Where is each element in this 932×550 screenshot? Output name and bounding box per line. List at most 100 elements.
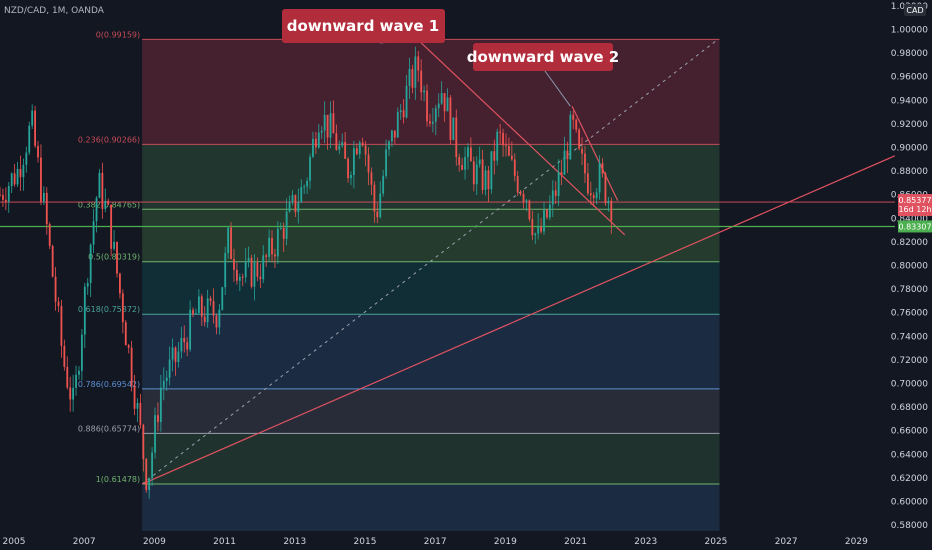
horizontal-level-tag xyxy=(898,220,932,233)
x-tick-label: 2007 xyxy=(73,537,96,547)
candle-body xyxy=(385,149,387,176)
currency-badge[interactable] xyxy=(904,4,926,16)
candle-body xyxy=(236,269,238,281)
candle-body xyxy=(256,262,259,277)
candle-body xyxy=(367,154,370,173)
candle-body xyxy=(104,200,107,209)
callout-pointer xyxy=(544,70,571,107)
candle-body xyxy=(525,200,528,202)
downward-wave-2-line[interactable] xyxy=(571,105,619,201)
candle-body xyxy=(95,197,98,222)
candle-body xyxy=(399,110,402,113)
x-tick-label: 2009 xyxy=(143,537,166,547)
candle-body xyxy=(195,313,197,315)
candle-body xyxy=(584,153,586,174)
candle-body xyxy=(80,334,83,371)
candle-body xyxy=(604,173,607,204)
candle-body xyxy=(171,347,174,360)
candle-body xyxy=(63,345,66,367)
candle-body xyxy=(443,93,446,112)
candle-body xyxy=(303,186,306,188)
candle-body xyxy=(151,452,153,479)
candle-body xyxy=(528,200,531,220)
candle-body xyxy=(130,347,133,386)
candle-body xyxy=(101,172,104,209)
candle-body xyxy=(560,172,563,175)
y-tick-label: 0.92000 xyxy=(891,120,928,130)
x-tick-label: 2023 xyxy=(634,537,657,547)
candle-body xyxy=(13,173,16,185)
candlestick-series xyxy=(0,46,613,499)
candle-body xyxy=(180,337,183,352)
candle-body xyxy=(469,147,472,162)
candle-body xyxy=(274,254,276,257)
fib-level-label: 0.886(0.65774) xyxy=(78,424,140,433)
candle-body xyxy=(0,194,1,196)
candle-body xyxy=(200,296,203,317)
rising-support-line[interactable] xyxy=(141,155,896,485)
fib-level-label: 0.786(0.69542) xyxy=(78,380,140,389)
candle-body xyxy=(168,359,171,378)
candle-body xyxy=(136,402,139,409)
candle-body xyxy=(370,172,373,185)
candle-body xyxy=(396,112,399,138)
candle-body xyxy=(16,168,19,185)
price-axis-background xyxy=(895,0,932,550)
candle-body xyxy=(344,141,347,159)
candle-body xyxy=(288,201,291,212)
x-tick-label: 2011 xyxy=(213,537,236,547)
candle-body xyxy=(317,132,320,148)
candle-body xyxy=(75,374,77,388)
trendlines[interactable] xyxy=(0,39,896,485)
y-tick-label: 0.64000 xyxy=(891,450,928,460)
candle-body xyxy=(522,193,525,202)
candle-body xyxy=(197,296,200,314)
candle-body xyxy=(540,226,543,232)
fib-band xyxy=(142,209,720,262)
candle-body xyxy=(329,113,332,138)
candle-body xyxy=(557,172,560,196)
candle-body xyxy=(306,180,309,187)
candle-body xyxy=(589,193,592,196)
candle-body xyxy=(154,415,156,453)
annotation-downward-wave-2[interactable]: downward wave 2 xyxy=(467,43,620,71)
candle-body xyxy=(554,190,557,196)
fib-level-label: 0.382(0.84765) xyxy=(78,200,140,209)
x-tick-label: 2013 xyxy=(283,537,306,547)
candle-body xyxy=(440,93,443,104)
candle-body xyxy=(534,233,537,236)
candle-body xyxy=(148,478,151,491)
y-tick-label: 0.66000 xyxy=(891,427,928,437)
candle-body xyxy=(51,245,54,277)
candle-body xyxy=(57,301,60,307)
x-tick-label: 2029 xyxy=(845,537,868,547)
annotation-downward-wave-1[interactable]: downward wave 1 xyxy=(282,9,445,43)
candle-body xyxy=(379,193,382,218)
candle-body xyxy=(121,293,124,323)
horizontal-level-value: 0.83307 xyxy=(898,222,931,231)
candle-body xyxy=(78,370,80,375)
fib-trend-dashed-line[interactable] xyxy=(141,39,719,485)
fib-level-label: 0.5(0.80319) xyxy=(88,253,140,262)
candle-body xyxy=(127,345,130,348)
candle-body xyxy=(98,172,101,198)
symbol-label: NZD/CAD, 1M, OANDA xyxy=(4,6,105,16)
candle-body xyxy=(60,306,63,346)
candle-body xyxy=(335,133,338,150)
candle-body xyxy=(610,200,613,221)
candle-body xyxy=(405,85,408,118)
x-tick-label: 2025 xyxy=(705,537,728,547)
fibonacci-retracement[interactable]: 0(0.99159) 0.236(0.90266) 0.382(0.84765) 0.… xyxy=(78,30,720,531)
candle-body xyxy=(487,170,490,190)
candle-body xyxy=(434,108,437,122)
candle-body xyxy=(268,237,270,257)
candle-body xyxy=(116,241,118,274)
candle-body xyxy=(276,228,279,257)
candle-body xyxy=(48,224,51,246)
candle-body xyxy=(461,164,464,170)
candle-body xyxy=(300,187,303,203)
candle-body xyxy=(22,164,25,178)
candle-body xyxy=(165,377,168,382)
price-axis[interactable]: 1.020001.000000.980000.960000.940000.920… xyxy=(891,0,932,550)
